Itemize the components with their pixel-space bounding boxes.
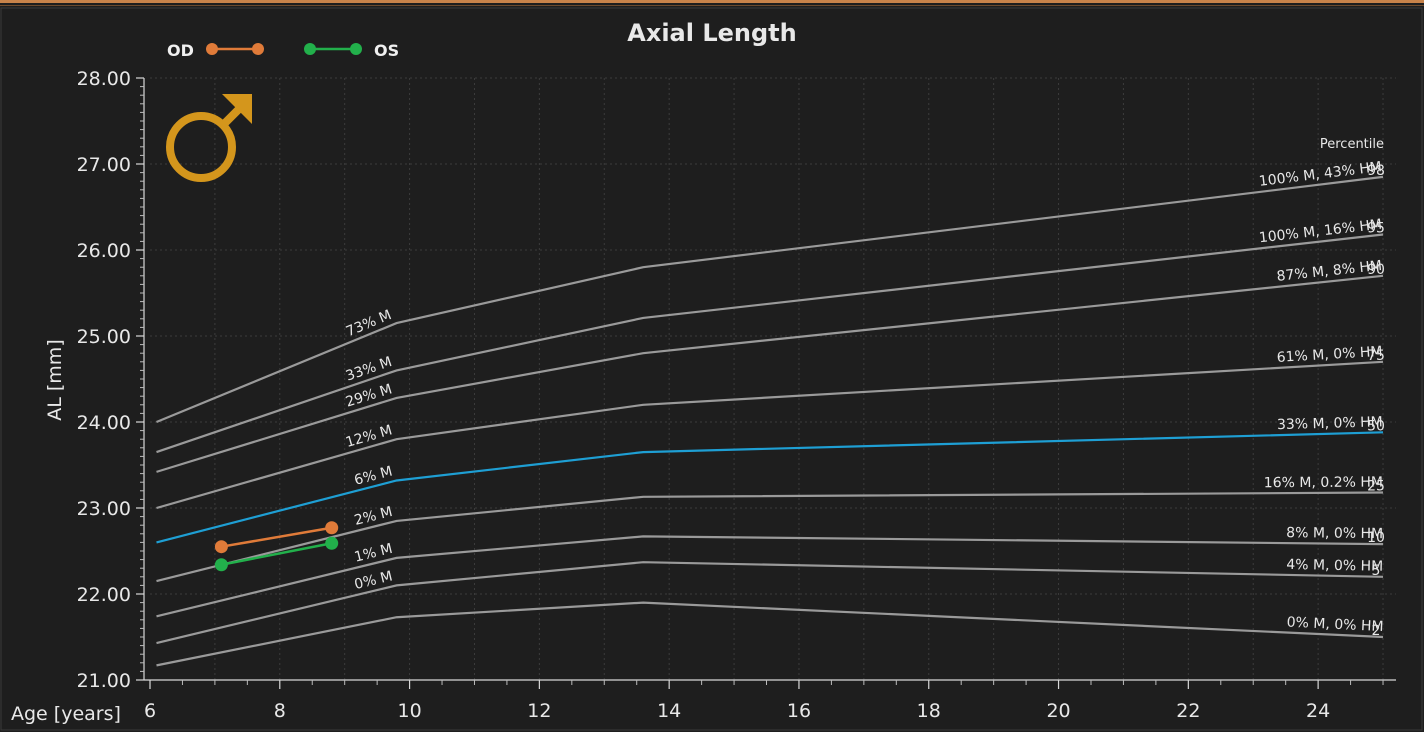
y-tick-label: 22.00 (77, 584, 131, 606)
x-tick-label: 12 (527, 700, 551, 722)
percentile-value-label: 2 (1372, 623, 1381, 639)
percentile-value-label: 50 (1367, 418, 1385, 434)
male-symbol-ring (166, 112, 236, 182)
male-gender-icon (166, 94, 252, 182)
axes: 21.00 22.00 23.00 24.00 25.00 26.00 27.00 28.00… (77, 68, 1396, 722)
y-tick-label: 21.00 (77, 670, 131, 692)
x-tick-label: 18 (917, 700, 941, 722)
percentile-curve-25 (156, 491, 1384, 583)
y-tick-label: 28.00 (77, 68, 131, 90)
percentile-curves (156, 175, 1384, 667)
curve-end-label: 61% M, 0% HM (1276, 344, 1383, 366)
x-tick-label: 20 (1046, 700, 1070, 722)
y-tick-label: 24.00 (77, 412, 131, 434)
legend-marker-od (252, 43, 264, 55)
percentile-value-label: 90 (1367, 262, 1385, 278)
y-tick-label: 25.00 (77, 326, 131, 348)
curve-mid-label: 0% M (353, 568, 394, 593)
legend-marker-od (206, 43, 218, 55)
male-symbol-arrowhead (222, 94, 252, 124)
percentile-value-label: 10 (1367, 530, 1385, 546)
percentile-curve-98 (156, 175, 1384, 424)
curve-end-label: 4% M, 0% HM (1286, 557, 1383, 575)
series-line-os (221, 542, 332, 566)
window-top-border (0, 0, 1424, 3)
series-point-od (325, 521, 339, 535)
curve-end-label: 8% M, 0% HM (1286, 525, 1383, 542)
x-tick-label: 10 (397, 700, 421, 722)
percentile-curve-75 (156, 360, 1384, 510)
percentile-value-label: 75 (1367, 348, 1385, 364)
y-axis-label: AL [mm] (44, 339, 66, 420)
percentile-curve-50 (156, 431, 1384, 544)
series-point-od (214, 540, 228, 554)
percentile-value-label: 98 (1367, 163, 1385, 179)
curve-end-label: 16% M, 0.2% HM (1264, 475, 1383, 492)
series-point-os (325, 536, 339, 550)
percentile-curve-5 (156, 561, 1384, 645)
percentile-curve-90 (156, 274, 1384, 473)
y-tick-label: 23.00 (77, 498, 131, 520)
y-tick-label: 26.00 (77, 240, 131, 262)
curve-end-label: 33% M, 0% HM (1277, 414, 1383, 433)
legend-marker-os (350, 43, 362, 55)
x-axis-label: Age [years] (11, 703, 121, 725)
percentile-curve-2 (156, 601, 1384, 667)
x-tick-label: 6 (144, 700, 156, 722)
x-tick-label: 14 (657, 700, 681, 722)
curve-mid-label: 6% M (353, 464, 395, 489)
legend-label-od: OD (167, 41, 194, 60)
percentile-curve-95 (156, 233, 1384, 454)
window-top-border-inner (0, 5, 1424, 6)
series-line-od (221, 526, 332, 548)
patient-series (214, 521, 339, 572)
grid (150, 77, 1396, 680)
legend: OD OS (167, 41, 399, 60)
x-tick-label: 8 (274, 700, 286, 722)
legend-marker-os (304, 43, 316, 55)
y-tick-label: 27.00 (77, 154, 131, 176)
chart-frame (0, 7, 1423, 731)
curve-mid-label: 1% M (353, 541, 394, 566)
curve-mid-label: 2% M (353, 504, 394, 529)
percentile-header: Percentile (1320, 137, 1384, 152)
chart-title: Axial Length (627, 19, 796, 47)
legend-label-os: OS (374, 41, 399, 60)
x-tick-label: 24 (1306, 700, 1330, 722)
curve-end-label: 0% M, 0% HM (1286, 615, 1384, 635)
percentile-curve-10 (156, 535, 1384, 618)
series-point-os (214, 558, 228, 572)
percentile-value-label: 25 (1367, 479, 1385, 495)
x-tick-label: 16 (787, 700, 811, 722)
percentile-value-label: 5 (1372, 563, 1381, 579)
x-tick-label: 22 (1176, 700, 1200, 722)
percentile-value-label: 95 (1367, 221, 1385, 237)
